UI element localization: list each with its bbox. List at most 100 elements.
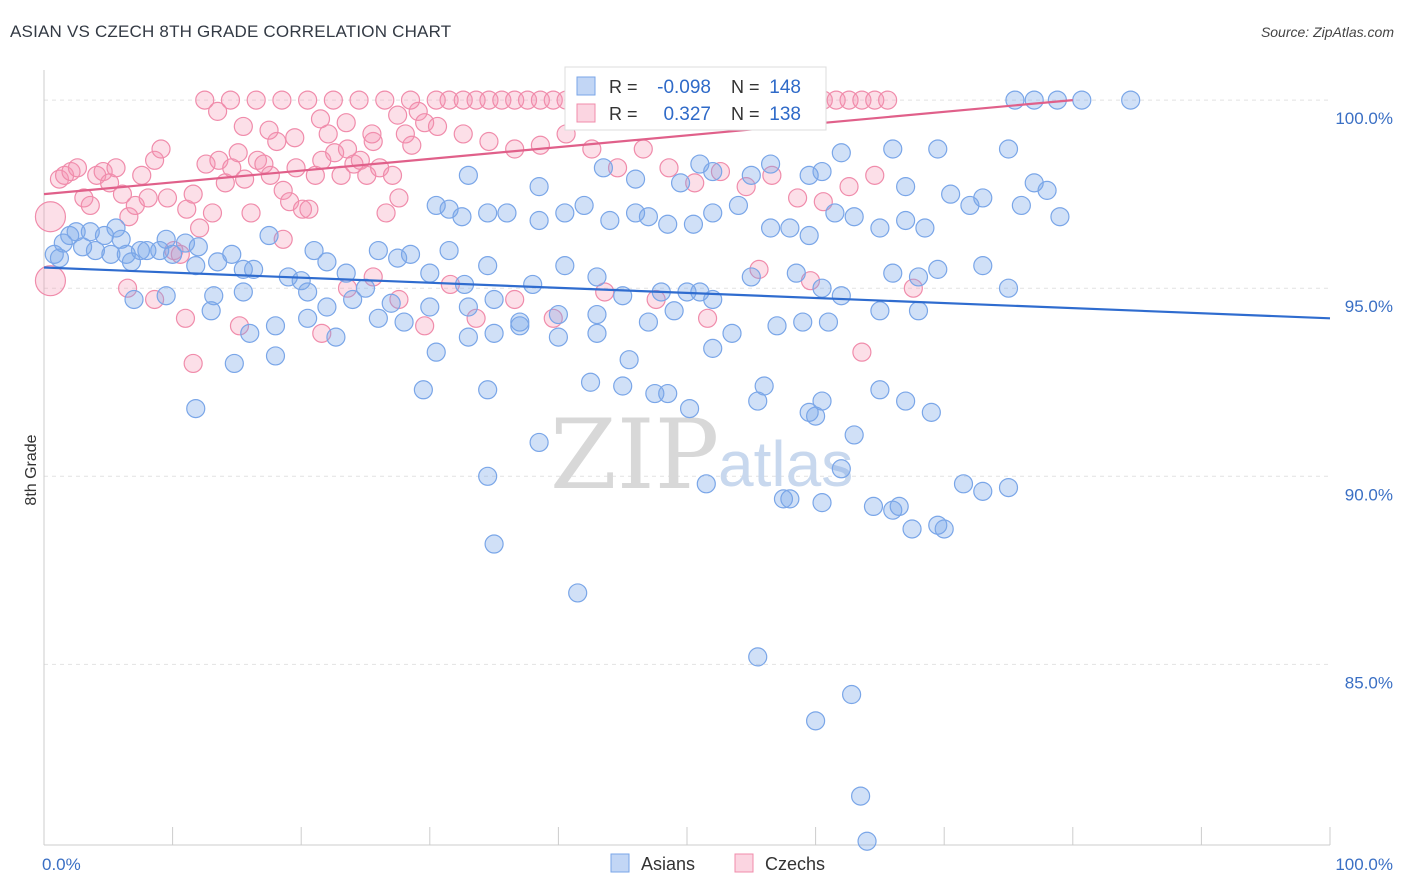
czechs-point bbox=[400, 90, 421, 110]
czechs-point bbox=[312, 323, 332, 343]
asians-point bbox=[124, 289, 144, 310]
czechs-point bbox=[415, 316, 435, 336]
asians-point bbox=[244, 259, 264, 279]
asians-point bbox=[265, 316, 286, 336]
asians-point bbox=[478, 256, 498, 276]
asians-point bbox=[240, 323, 260, 343]
asians-point bbox=[773, 489, 794, 509]
asians-point bbox=[703, 203, 723, 223]
czechs-point bbox=[117, 278, 138, 298]
asians-point bbox=[426, 195, 446, 216]
asians-point bbox=[1024, 90, 1044, 110]
czechs-point bbox=[839, 177, 859, 197]
watermark-atlas: atlas bbox=[718, 428, 853, 500]
asians-point bbox=[812, 161, 832, 182]
asians-point bbox=[106, 218, 126, 238]
asians-point bbox=[224, 353, 244, 374]
asians-point bbox=[101, 244, 121, 264]
czechs-point bbox=[685, 173, 705, 193]
asians-point bbox=[298, 282, 318, 302]
asians-point bbox=[998, 477, 1019, 498]
asians-point bbox=[394, 312, 414, 332]
asians-point bbox=[625, 203, 646, 223]
czechs-point bbox=[813, 192, 833, 212]
czechs-point bbox=[202, 203, 223, 223]
asians-point bbox=[760, 218, 781, 238]
asians-point bbox=[883, 263, 903, 283]
asians-point bbox=[150, 240, 170, 261]
asians-point bbox=[696, 474, 716, 494]
asians-point bbox=[204, 286, 224, 306]
watermark: ZIP atlas bbox=[550, 399, 853, 511]
asians-point bbox=[818, 312, 839, 332]
asians-point bbox=[851, 786, 871, 806]
x-tick-labels: 0.0% 100.0% bbox=[42, 855, 1393, 874]
czechs-point bbox=[402, 135, 422, 155]
czechs-point bbox=[273, 180, 293, 200]
asians-point bbox=[587, 323, 607, 343]
source-label: Source: ZipAtlas.com bbox=[1260, 24, 1394, 40]
asians-point bbox=[831, 143, 851, 163]
czechs-point bbox=[74, 188, 94, 208]
czechs-point bbox=[427, 116, 448, 137]
asians-point bbox=[420, 297, 440, 317]
asians-point bbox=[896, 177, 916, 197]
legend-asians-n-label: N = bbox=[731, 77, 760, 97]
czechs-point bbox=[292, 199, 313, 219]
czechs-point bbox=[543, 308, 563, 328]
asians-trend-line bbox=[43, 266, 1331, 320]
asians-point bbox=[683, 214, 704, 234]
chart-title: ASIAN VS CZECH 8TH GRADE CORRELATION CHA… bbox=[10, 22, 452, 41]
asians-point bbox=[613, 376, 633, 396]
asians-point bbox=[760, 154, 781, 174]
legend-czechs-n-value: 138 bbox=[769, 104, 801, 125]
asians-point bbox=[799, 225, 819, 246]
czechs-trend-line bbox=[43, 99, 1073, 196]
czechs-point bbox=[749, 259, 769, 279]
czechs-point bbox=[415, 113, 435, 133]
czechs-point bbox=[93, 161, 113, 182]
asians-point bbox=[233, 282, 253, 302]
czechs-point bbox=[878, 90, 898, 110]
asians-point bbox=[973, 481, 993, 501]
czechs-point bbox=[106, 158, 126, 178]
czechs-point bbox=[67, 158, 88, 178]
legend-asians-n-value: 148 bbox=[769, 77, 801, 98]
czechs-point bbox=[389, 188, 409, 208]
asians-point bbox=[548, 304, 569, 325]
czechs-point bbox=[710, 161, 731, 182]
asians-point bbox=[420, 263, 440, 283]
asians-point bbox=[413, 380, 433, 400]
asians-point bbox=[175, 233, 196, 253]
asians-point bbox=[902, 519, 922, 539]
czechs-point bbox=[195, 90, 215, 110]
asians-point bbox=[304, 240, 324, 261]
asians-point bbox=[870, 301, 890, 321]
czechs-point bbox=[132, 165, 152, 185]
asians-point bbox=[889, 496, 909, 517]
asians-point bbox=[484, 534, 504, 554]
asians-point bbox=[400, 244, 421, 264]
asians-point bbox=[259, 225, 279, 246]
legend-box bbox=[564, 66, 827, 131]
czechs-point bbox=[787, 188, 808, 208]
asians-point bbox=[928, 259, 948, 279]
czechs-point bbox=[119, 207, 139, 227]
asians-point bbox=[458, 297, 478, 317]
czechs-point bbox=[299, 199, 319, 219]
czechs-point bbox=[246, 90, 266, 110]
asians-point bbox=[478, 380, 498, 400]
asians-point bbox=[679, 398, 700, 419]
czechs-point bbox=[479, 131, 499, 152]
asians-point bbox=[998, 139, 1019, 159]
czechs-point bbox=[633, 139, 653, 159]
czechs-point bbox=[697, 308, 718, 328]
czechs-point bbox=[157, 188, 178, 208]
czechs-point bbox=[382, 165, 403, 185]
asians-point bbox=[928, 139, 948, 159]
czechs-point bbox=[375, 90, 395, 110]
asians-point bbox=[484, 323, 504, 343]
asians-point bbox=[426, 342, 446, 362]
y-tick-label: 85.0% bbox=[1345, 673, 1393, 692]
